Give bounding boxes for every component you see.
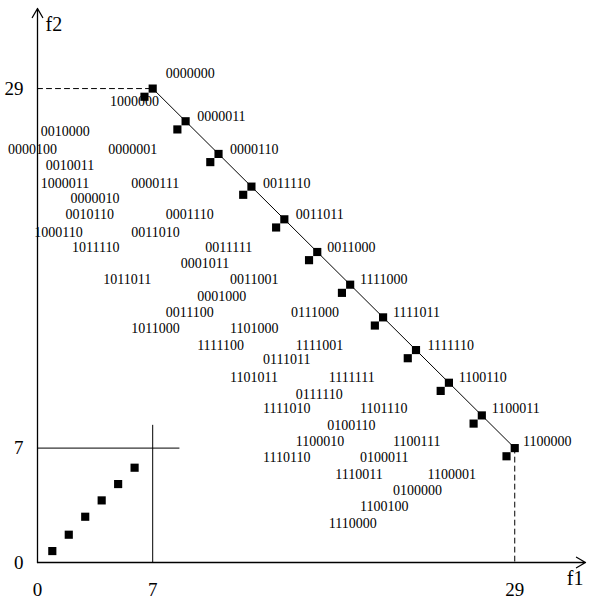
svg-text:1011110: 1011110 bbox=[72, 240, 119, 255]
svg-text:0011111: 0011111 bbox=[205, 240, 252, 255]
svg-text:1000000: 1000000 bbox=[110, 94, 159, 109]
svg-text:0001011: 0001011 bbox=[181, 256, 229, 271]
svg-text:1100100: 1100100 bbox=[360, 499, 408, 514]
svg-text:0011001: 0011001 bbox=[230, 272, 278, 287]
svg-text:1111001: 1111001 bbox=[296, 338, 343, 353]
svg-text:0010011: 0010011 bbox=[46, 158, 94, 173]
svg-text:1110011: 1110011 bbox=[335, 467, 382, 482]
svg-text:7: 7 bbox=[14, 437, 24, 458]
svg-text:1011000: 1011000 bbox=[131, 321, 179, 336]
svg-text:1101110: 1101110 bbox=[360, 401, 407, 416]
svg-text:1110000: 1110000 bbox=[329, 516, 377, 531]
svg-text:0000010: 0000010 bbox=[70, 191, 119, 206]
svg-text:1110110: 1110110 bbox=[263, 450, 310, 465]
svg-text:29: 29 bbox=[5, 78, 24, 99]
svg-text:0011011: 0011011 bbox=[296, 207, 344, 222]
svg-text:1100011: 1100011 bbox=[492, 401, 540, 416]
svg-text:0000011: 0000011 bbox=[197, 109, 245, 124]
svg-text:0000110: 0000110 bbox=[230, 142, 278, 157]
svg-text:0001110: 0001110 bbox=[166, 207, 214, 222]
svg-text:0100011: 0100011 bbox=[360, 450, 408, 465]
svg-text:0111011: 0111011 bbox=[263, 352, 310, 367]
svg-text:0011000: 0011000 bbox=[327, 240, 375, 255]
svg-text:1011011: 1011011 bbox=[103, 272, 151, 287]
svg-text:0010000: 0010000 bbox=[41, 124, 90, 139]
svg-text:7: 7 bbox=[148, 579, 158, 600]
svg-text:0000111: 0000111 bbox=[131, 176, 179, 191]
svg-text:f2: f2 bbox=[46, 13, 63, 35]
svg-text:0011110: 0011110 bbox=[263, 176, 310, 191]
svg-text:1000011: 1000011 bbox=[41, 176, 89, 191]
svg-text:1100001: 1100001 bbox=[428, 467, 476, 482]
svg-text:1101011: 1101011 bbox=[230, 370, 278, 385]
svg-text:1100110: 1100110 bbox=[459, 370, 507, 385]
svg-text:1101000: 1101000 bbox=[230, 321, 278, 336]
svg-text:0000001: 0000001 bbox=[108, 142, 157, 157]
svg-text:1111111: 1111111 bbox=[329, 370, 375, 385]
svg-text:29: 29 bbox=[505, 579, 524, 600]
svg-text:0001000: 0001000 bbox=[197, 289, 246, 304]
svg-text:1111011: 1111011 bbox=[393, 305, 440, 320]
svg-text:1111100: 1111100 bbox=[197, 338, 244, 353]
svg-text:f1: f1 bbox=[567, 567, 584, 589]
svg-text:1000110: 1000110 bbox=[34, 225, 82, 240]
svg-text:0: 0 bbox=[33, 579, 43, 600]
svg-text:0000100: 0000100 bbox=[8, 142, 57, 157]
svg-text:1100111: 1100111 bbox=[393, 434, 440, 449]
svg-text:0100110: 0100110 bbox=[327, 418, 375, 433]
svg-text:0111110: 0111110 bbox=[296, 387, 343, 402]
svg-text:1111010: 1111010 bbox=[263, 401, 310, 416]
svg-text:0011010: 0011010 bbox=[131, 225, 179, 240]
svg-text:0: 0 bbox=[14, 552, 24, 573]
svg-text:1111000: 1111000 bbox=[360, 272, 407, 287]
svg-text:1100000: 1100000 bbox=[523, 434, 571, 449]
svg-text:1111110: 1111110 bbox=[428, 338, 474, 353]
svg-text:0000000: 0000000 bbox=[166, 66, 215, 81]
svg-text:1100010: 1100010 bbox=[296, 434, 344, 449]
svg-text:0111000: 0111000 bbox=[291, 305, 339, 320]
svg-text:0010110: 0010110 bbox=[65, 207, 113, 222]
svg-text:0011100: 0011100 bbox=[166, 305, 214, 320]
svg-text:0100000: 0100000 bbox=[393, 483, 442, 498]
